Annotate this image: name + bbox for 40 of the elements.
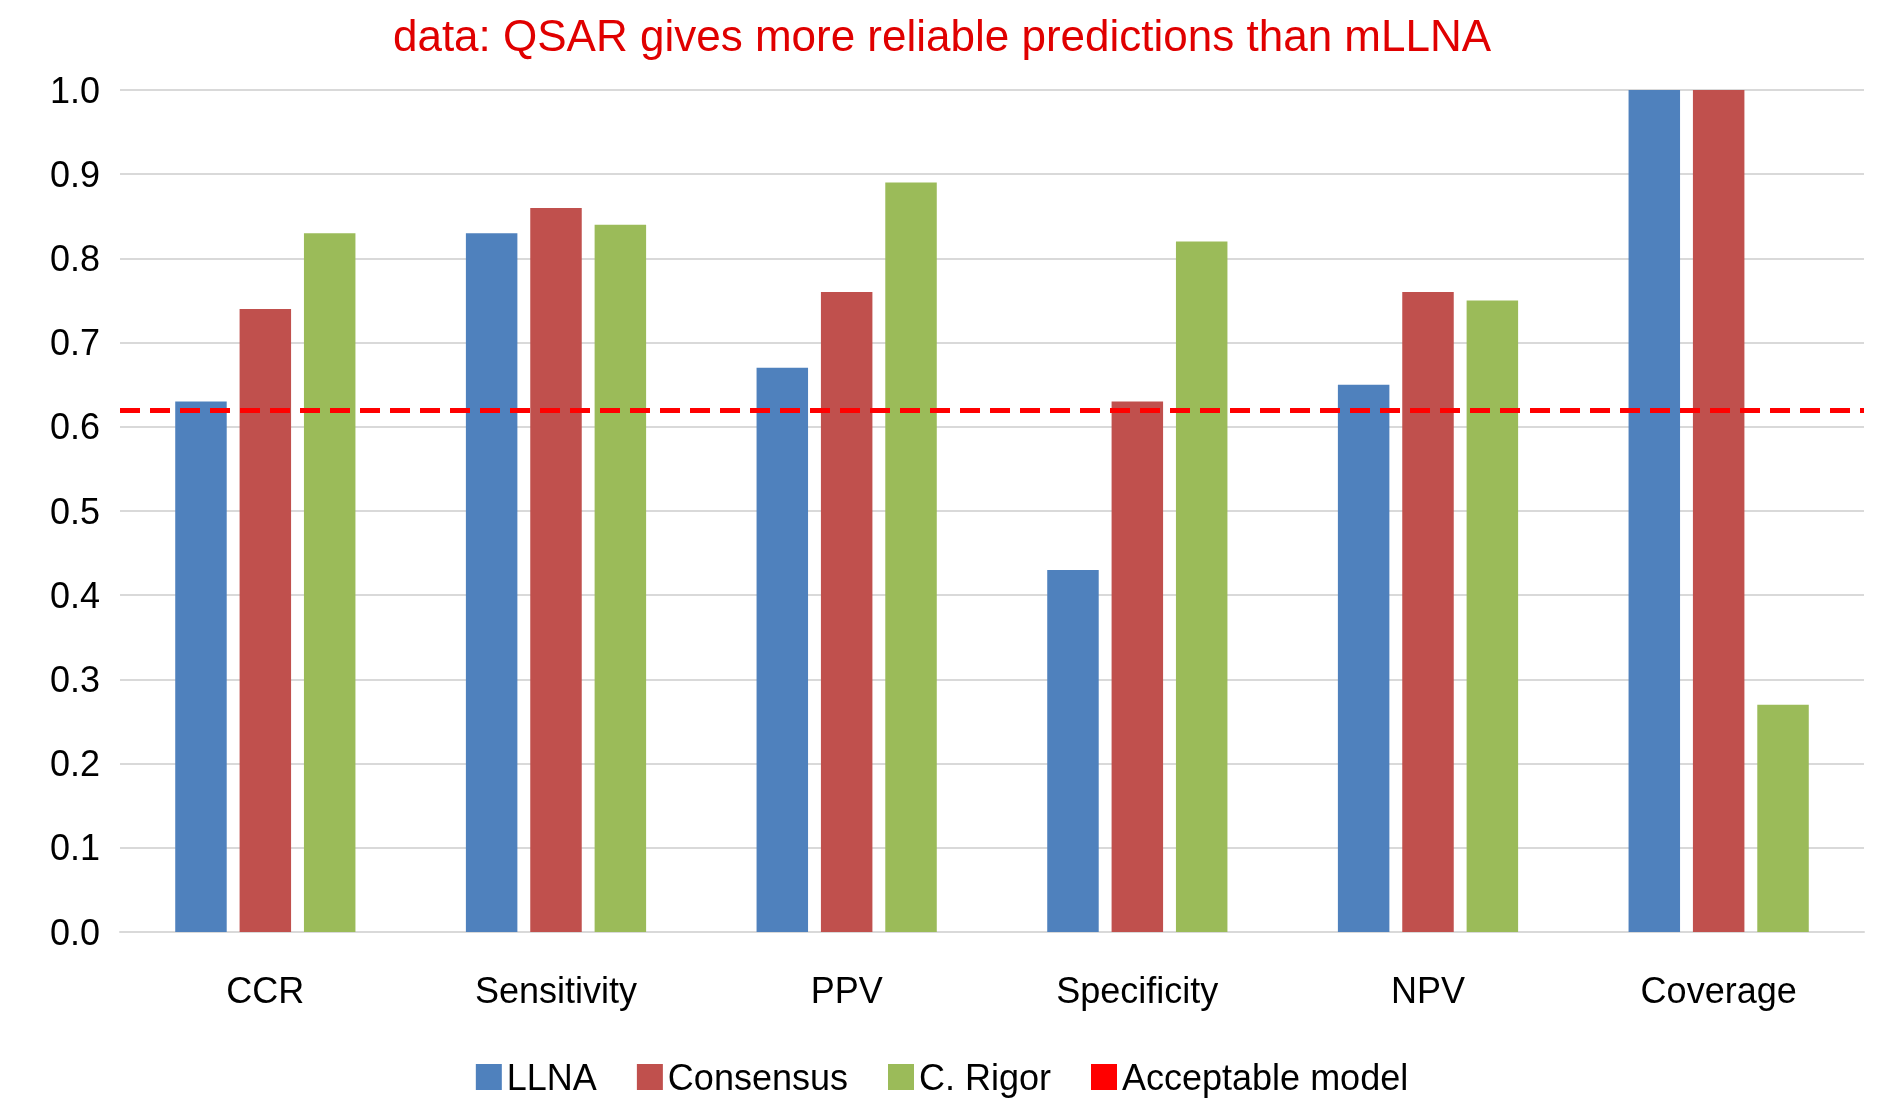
y-tick-label: 0.9: [49, 153, 100, 195]
y-tick-label: 0.7: [49, 322, 100, 364]
chart-title: data: QSAR gives more reliable predictions than mLLNA: [392, 10, 1492, 60]
y-tick-label: 0.6: [49, 406, 100, 448]
x-tick-label: PPV: [810, 969, 883, 1011]
legend-label: Consensus: [667, 1056, 848, 1098]
bar: [756, 367, 809, 932]
y-tick-label: 0.0: [49, 911, 100, 953]
bar: [303, 233, 356, 932]
legend-label: C. Rigor: [918, 1056, 1052, 1098]
bar: [1466, 300, 1519, 932]
y-tick-label: 0.3: [49, 658, 100, 700]
bar: [1757, 704, 1809, 932]
x-tick-label: Sensitivity: [474, 969, 638, 1011]
legend-label: Acceptable model: [1122, 1056, 1409, 1098]
bar: [594, 224, 647, 932]
bar: [175, 401, 227, 932]
bar: [239, 308, 292, 932]
y-tick-label: 0.8: [49, 237, 100, 279]
bar: [1337, 384, 1390, 932]
y-tick-label: 0.5: [49, 490, 100, 532]
bar: [885, 182, 937, 932]
y-tick-label: 1.0: [49, 69, 100, 111]
bar: [530, 207, 582, 932]
x-tick-label: Coverage: [1640, 969, 1797, 1011]
bar: [1628, 90, 1681, 932]
y-tick-label: 0.4: [49, 574, 100, 616]
x-tick-label: Specificity: [1056, 969, 1219, 1011]
bar: [1692, 90, 1745, 932]
bar: [1111, 401, 1164, 932]
bar: [1175, 241, 1228, 932]
bar: [1047, 569, 1099, 932]
y-tick-label: 0.1: [49, 827, 100, 869]
bar: [1402, 292, 1454, 932]
x-tick-label: CCR: [226, 969, 305, 1011]
legend-label: LLNA: [506, 1056, 597, 1098]
bar: [465, 233, 518, 932]
x-tick-label: NPV: [1390, 969, 1466, 1011]
bar: [820, 292, 873, 932]
y-tick-label: 0.2: [49, 743, 100, 785]
